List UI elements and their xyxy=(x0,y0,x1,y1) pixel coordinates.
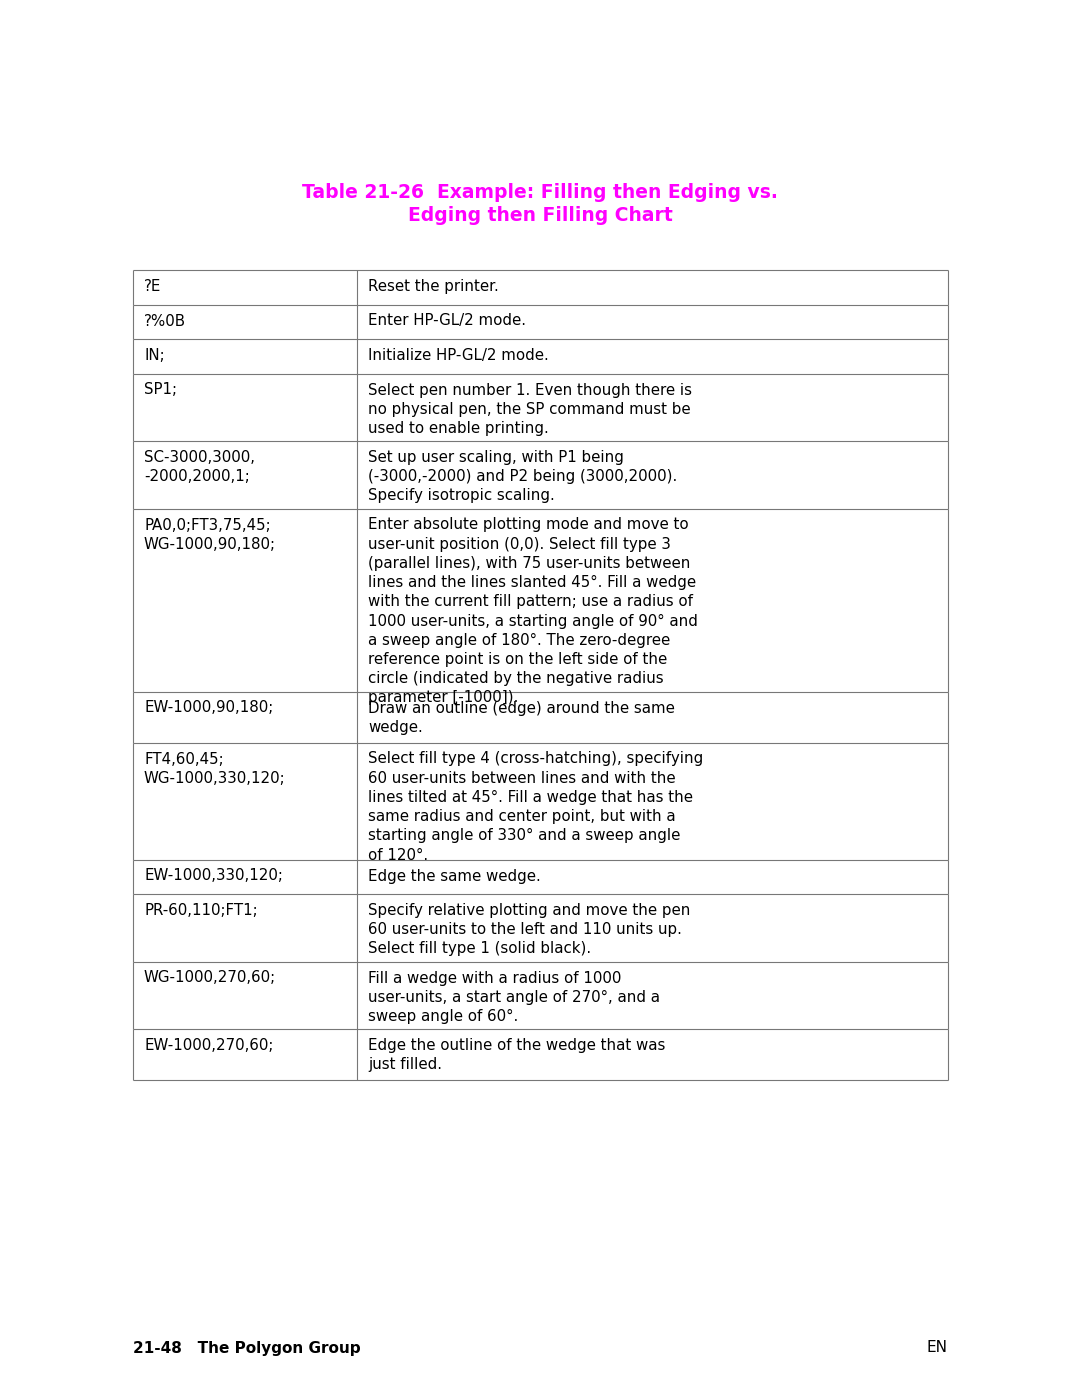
Text: Reset the printer.: Reset the printer. xyxy=(368,279,499,293)
Text: SP1;: SP1; xyxy=(144,383,177,398)
Text: Select fill type 4 (cross-hatching), specifying
60 user-units between lines and : Select fill type 4 (cross-hatching), spe… xyxy=(368,752,703,862)
Text: Draw an outline (edge) around the same
wedge.: Draw an outline (edge) around the same w… xyxy=(368,700,675,735)
Text: FT4,60,45;
WG-1000,330,120;: FT4,60,45; WG-1000,330,120; xyxy=(144,752,285,785)
Text: ?E: ?E xyxy=(144,279,161,293)
Text: Edge the outline of the wedge that was
just filled.: Edge the outline of the wedge that was j… xyxy=(368,1038,665,1073)
Text: Specify relative plotting and move the pen
60 user-units to the left and 110 uni: Specify relative plotting and move the p… xyxy=(368,902,690,957)
Text: Enter absolute plotting mode and move to
user-unit position (0,0). Select fill t: Enter absolute plotting mode and move to… xyxy=(368,517,698,705)
Text: Table 21-26  Example: Filling then Edging vs.: Table 21-26 Example: Filling then Edging… xyxy=(302,183,778,203)
Text: Select pen number 1. Even though there is
no physical pen, the SP command must b: Select pen number 1. Even though there i… xyxy=(368,383,692,436)
Text: ?%0B: ?%0B xyxy=(144,313,186,328)
Text: Edge the same wedge.: Edge the same wedge. xyxy=(368,869,541,883)
Text: IN;: IN; xyxy=(144,348,164,363)
Text: Initialize HP-GL/2 mode.: Initialize HP-GL/2 mode. xyxy=(368,348,549,363)
Text: EW-1000,270,60;: EW-1000,270,60; xyxy=(144,1038,273,1053)
Text: EW-1000,90,180;: EW-1000,90,180; xyxy=(144,700,273,715)
Text: WG-1000,270,60;: WG-1000,270,60; xyxy=(144,971,276,985)
Text: Fill a wedge with a radius of 1000
user-units, a start angle of 270°, and a
swee: Fill a wedge with a radius of 1000 user-… xyxy=(368,971,660,1024)
Text: Edging then Filling Chart: Edging then Filling Chart xyxy=(407,205,673,225)
Text: SC-3000,3000,
-2000,2000,1;: SC-3000,3000, -2000,2000,1; xyxy=(144,450,255,485)
Text: PA0,0;FT3,75,45;
WG-1000,90,180;: PA0,0;FT3,75,45; WG-1000,90,180; xyxy=(144,517,276,552)
Text: EN: EN xyxy=(927,1341,948,1355)
Text: Set up user scaling, with P1 being
(-3000,-2000) and P2 being (3000,2000).
Speci: Set up user scaling, with P1 being (-300… xyxy=(368,450,677,503)
Text: EW-1000,330,120;: EW-1000,330,120; xyxy=(144,869,283,883)
Text: Enter HP-GL/2 mode.: Enter HP-GL/2 mode. xyxy=(368,313,526,328)
Text: PR-60,110;FT1;: PR-60,110;FT1; xyxy=(144,902,258,918)
Text: 21-48   The Polygon Group: 21-48 The Polygon Group xyxy=(133,1341,361,1355)
